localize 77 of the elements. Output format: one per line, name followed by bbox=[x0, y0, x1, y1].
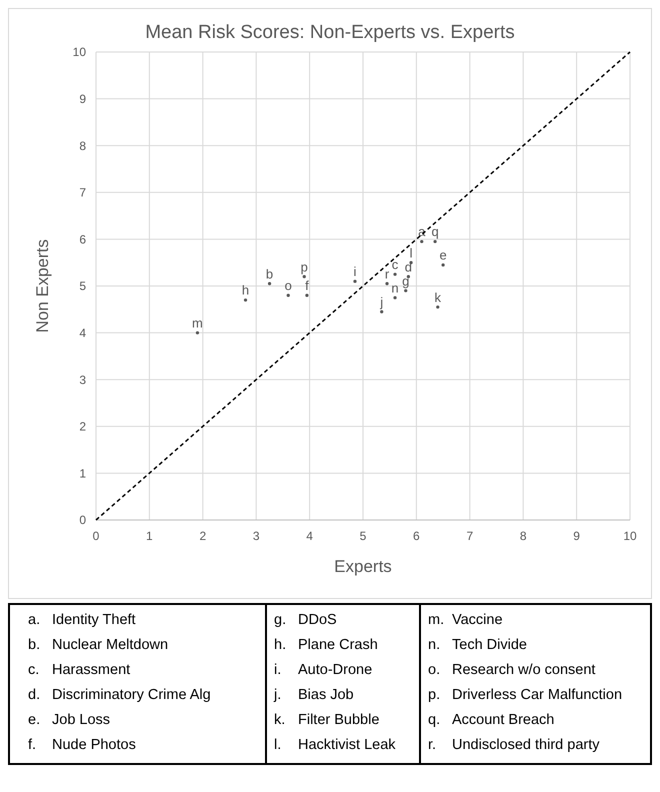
x-tick-label: 9 bbox=[573, 529, 580, 543]
data-label: p bbox=[300, 259, 308, 274]
x-tick-label: 10 bbox=[623, 529, 637, 543]
x-axis-title: Experts bbox=[334, 557, 392, 576]
text: k. Filter Bubble bbox=[274, 712, 380, 728]
point bbox=[302, 275, 306, 278]
point bbox=[353, 280, 357, 283]
y-tick-label: 4 bbox=[79, 326, 86, 340]
x-tick-label: 2 bbox=[199, 529, 206, 543]
text: o. Research w/o consent bbox=[428, 662, 596, 678]
y-tick-label: 3 bbox=[79, 372, 86, 387]
x-tick-label: 7 bbox=[466, 529, 474, 543]
point bbox=[380, 310, 384, 314]
text: m. Vaccine bbox=[428, 612, 503, 628]
y-tick-label: 5 bbox=[79, 279, 86, 294]
data-label: m bbox=[192, 316, 203, 330]
text: r. Undisclosed third party bbox=[428, 737, 600, 753]
point bbox=[436, 305, 440, 309]
text: c. Harassment bbox=[28, 662, 130, 678]
text: b. Nuclear Meltdown bbox=[28, 637, 168, 653]
y-tick-label: 7 bbox=[79, 186, 86, 200]
text: g. DDoS bbox=[274, 612, 337, 628]
text: e. Job Loss bbox=[28, 712, 110, 728]
text: p. Driverless Car Malfunction bbox=[428, 687, 622, 703]
data-label: f bbox=[305, 278, 310, 294]
text: d. Discriminatory Crime Alg bbox=[28, 687, 211, 703]
point bbox=[286, 294, 290, 297]
point bbox=[404, 289, 408, 292]
x-tick-label: 1 bbox=[146, 529, 154, 543]
point bbox=[305, 294, 309, 297]
point bbox=[393, 272, 397, 276]
point bbox=[433, 240, 437, 244]
text: n. Tech Divide bbox=[428, 637, 527, 653]
text: f. Nude Photos bbox=[28, 737, 136, 753]
text: i. Auto-Drone bbox=[274, 662, 372, 678]
point bbox=[442, 263, 445, 267]
text: q. Account Breach bbox=[428, 712, 554, 728]
y-tick-label: 10 bbox=[72, 45, 86, 60]
data-label: n bbox=[391, 280, 399, 296]
point bbox=[420, 240, 424, 244]
point bbox=[393, 296, 397, 300]
x-tick-label: 6 bbox=[413, 529, 420, 543]
y-tick-label: 8 bbox=[79, 138, 86, 153]
text: j. Bias Job bbox=[273, 687, 354, 703]
data-label: h bbox=[242, 282, 250, 298]
data-label: q bbox=[431, 224, 439, 240]
x-tick-label: 0 bbox=[92, 529, 100, 543]
y-tick-label: 2 bbox=[79, 420, 86, 434]
data-label: g bbox=[402, 273, 410, 288]
point bbox=[268, 282, 272, 286]
x-tick-label: 4 bbox=[306, 529, 314, 543]
y-tick-label: 0 bbox=[79, 513, 86, 528]
point bbox=[196, 331, 200, 334]
data-label: k bbox=[434, 290, 442, 305]
data-label: j bbox=[379, 294, 384, 310]
data-label: o bbox=[284, 278, 292, 294]
data-label: c bbox=[392, 257, 399, 272]
data-label: l bbox=[410, 245, 413, 260]
text: h. Plane Crash bbox=[274, 637, 378, 653]
y-tick-label: 1 bbox=[79, 466, 86, 480]
data-label: e bbox=[439, 248, 447, 263]
y-tick-label: 6 bbox=[79, 232, 86, 246]
text: l. Hacktivist Leak bbox=[274, 737, 396, 753]
point bbox=[409, 261, 413, 264]
point bbox=[244, 298, 248, 302]
data-label: i bbox=[354, 264, 357, 280]
y-axis-title: Non Experts bbox=[33, 239, 52, 333]
x-tick-label: 3 bbox=[252, 529, 260, 543]
text: a. Identity Theft bbox=[28, 612, 136, 628]
y-tick-label: 9 bbox=[79, 92, 86, 106]
x-tick-label: 5 bbox=[360, 529, 367, 543]
data-label: b bbox=[266, 266, 274, 282]
chart-title: Mean Risk Scores: Non-Experts vs. Experts bbox=[145, 22, 515, 43]
point bbox=[406, 275, 410, 278]
x-tick-label: 8 bbox=[520, 529, 527, 543]
data-label: r bbox=[384, 266, 390, 282]
point bbox=[385, 282, 389, 286]
